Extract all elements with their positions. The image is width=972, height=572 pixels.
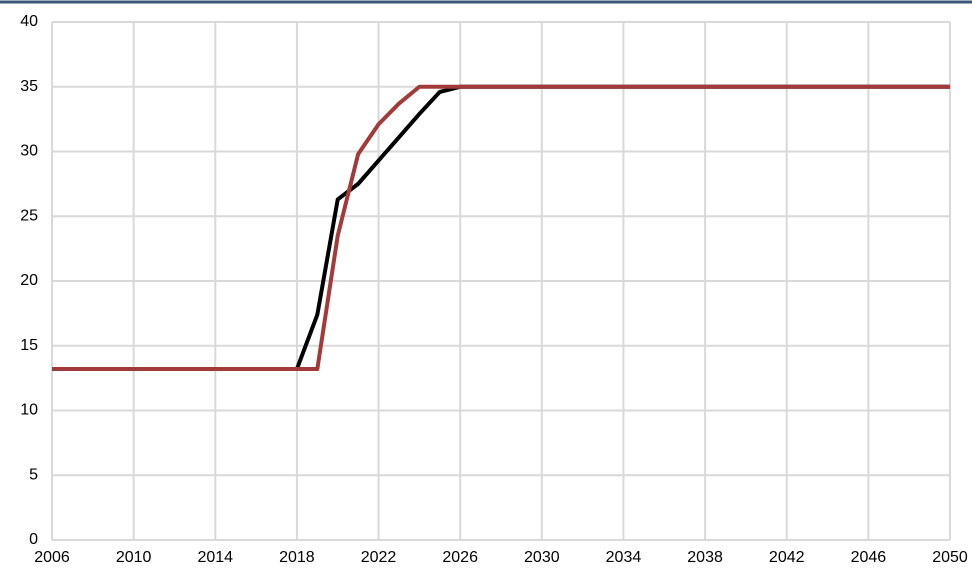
y-tick-label: 25 <box>20 207 38 224</box>
x-tick-label: 2050 <box>932 549 968 566</box>
x-tick-label: 2030 <box>524 549 560 566</box>
y-tick-label: 5 <box>29 466 38 483</box>
y-tick-label: 40 <box>20 13 38 30</box>
x-tick-label: 2006 <box>34 549 70 566</box>
y-tick-label: 10 <box>20 402 38 419</box>
x-tick-label: 2034 <box>606 549 642 566</box>
x-tick-label: 2014 <box>197 549 233 566</box>
series-line <box>52 84 950 372</box>
x-tick-label: 2046 <box>851 549 887 566</box>
series-line <box>52 84 950 372</box>
x-tick-label: 2010 <box>116 549 152 566</box>
y-tick-label: 35 <box>20 78 38 95</box>
y-tick-label: 0 <box>29 531 38 548</box>
y-tick-label: 30 <box>20 143 38 160</box>
x-tick-label: 2038 <box>687 549 723 566</box>
y-tick-label: 15 <box>20 337 38 354</box>
x-tick-label: 2042 <box>769 549 805 566</box>
x-tick-label: 2022 <box>361 549 397 566</box>
y-tick-label: 20 <box>20 272 38 289</box>
x-tick-label: 2018 <box>279 549 315 566</box>
x-tick-label: 2026 <box>442 549 478 566</box>
